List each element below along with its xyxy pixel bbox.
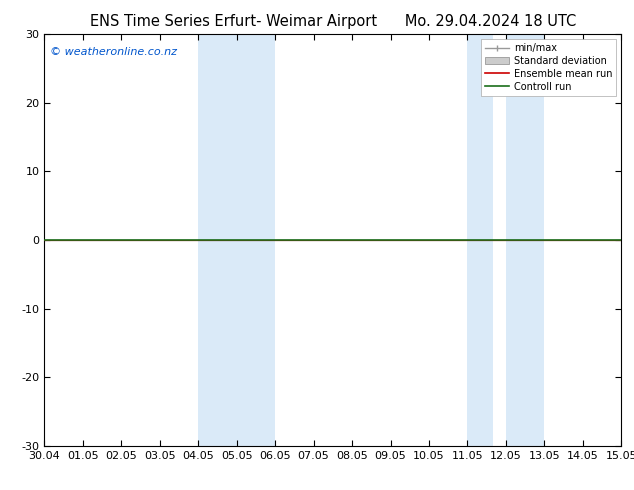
Bar [467, 34, 493, 446]
Bar [506, 34, 545, 446]
Bar [198, 34, 224, 446]
Bar [224, 34, 275, 446]
Text: © weatheronline.co.nz: © weatheronline.co.nz [50, 47, 177, 57]
Title: ENS Time Series Erfurt- Weimar Airport      Mo. 29.04.2024 18 UTC: ENS Time Series Erfurt- Weimar Airport M… [90, 14, 576, 29]
Legend: min/max, Standard deviation, Ensemble mean run, Controll run: min/max, Standard deviation, Ensemble me… [481, 39, 616, 96]
